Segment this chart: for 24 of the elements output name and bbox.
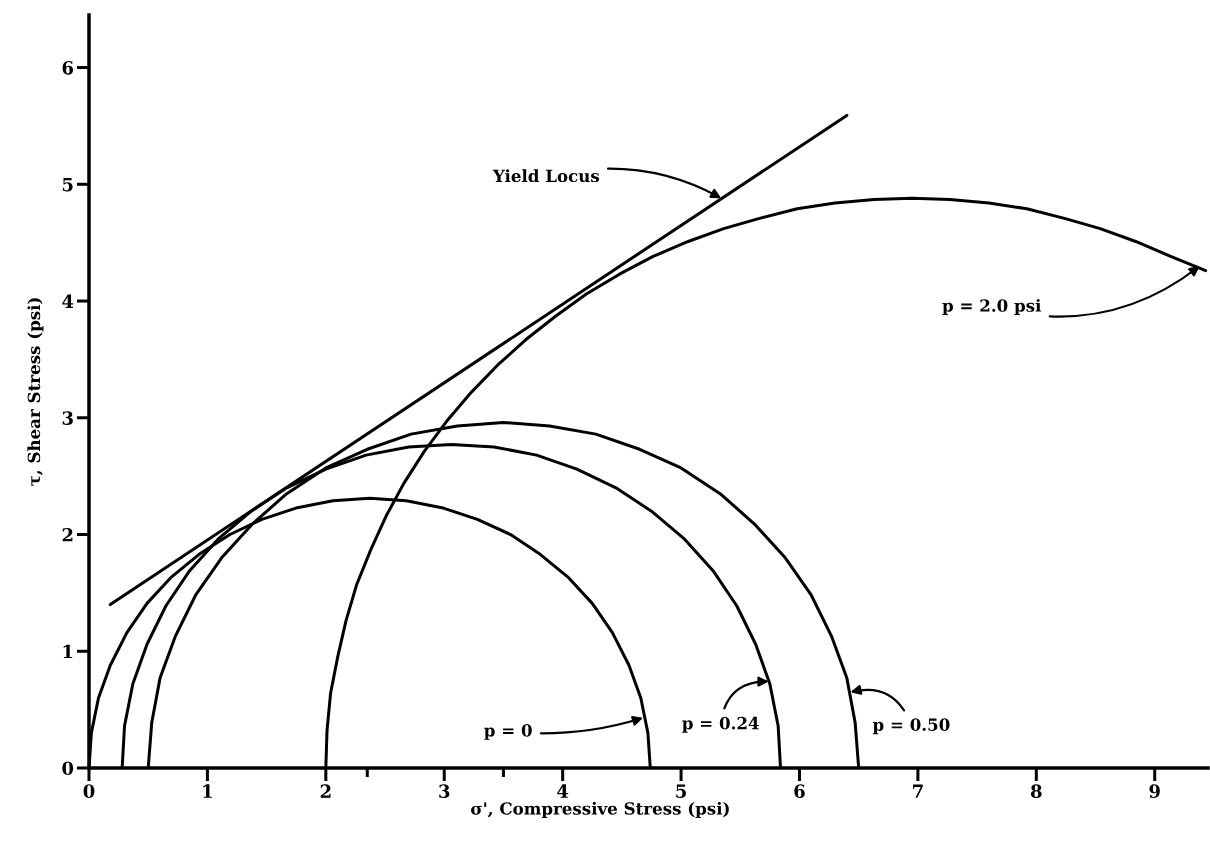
x-tick-label: 8 bbox=[1030, 784, 1042, 798]
x-tick-label: 3 bbox=[439, 784, 450, 798]
x-axis-title: σ', Compressive Stress (psi) bbox=[471, 801, 729, 819]
annotation: p = 0.50 bbox=[872, 718, 950, 735]
x-tick-label: 1 bbox=[203, 784, 212, 798]
annotation: p = 2.0 psi bbox=[942, 298, 1041, 316]
y-tick-label: 1 bbox=[63, 644, 73, 659]
y-tick-label: 4 bbox=[62, 294, 74, 308]
y-axis-title: τ, Shear Stress (psi) bbox=[27, 298, 44, 486]
x-tick-label: 6 bbox=[794, 784, 805, 798]
y-tick-label: 6 bbox=[62, 60, 74, 75]
y-tick-label: 0 bbox=[62, 761, 74, 776]
x-tick-label: 4 bbox=[557, 784, 569, 798]
annotation: Yield Locus bbox=[492, 169, 600, 183]
y-tick-label: 5 bbox=[62, 177, 73, 192]
x-tick-label: 7 bbox=[913, 784, 923, 798]
annotation: p = 0.24 bbox=[682, 716, 759, 733]
y-tick-label: 2 bbox=[62, 527, 73, 542]
y-tick-label: 3 bbox=[62, 411, 73, 425]
x-tick-label: 0 bbox=[83, 784, 95, 798]
x-tick-label: 5 bbox=[676, 784, 686, 798]
annotation: p = 0 bbox=[484, 724, 532, 740]
x-tick-label: 9 bbox=[1149, 784, 1160, 798]
x-tick-label: 2 bbox=[320, 784, 331, 798]
